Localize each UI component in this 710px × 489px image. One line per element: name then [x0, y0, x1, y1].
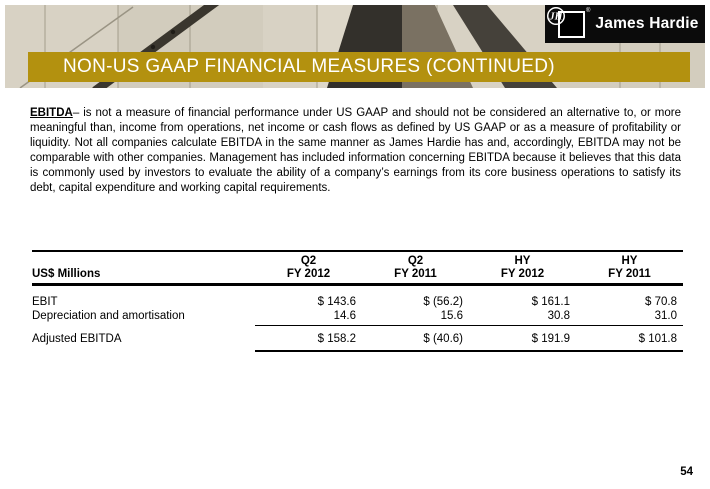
registered-trademark-icon: ®: [586, 8, 591, 14]
slide-title-bar: NON-US GAAP FINANCIAL MEASURES (CONTINUE…: [28, 52, 690, 82]
logo-box: JH ® James Hardie: [545, 5, 705, 43]
cell-value: $ 101.8: [638, 333, 677, 345]
page-title: NON-US GAAP FINANCIAL MEASURES (CONTINUE…: [63, 56, 555, 77]
banner-photo: JH ® James Hardie NON-US GAAP FINANCIAL …: [5, 5, 705, 88]
column-header-hy-fy2012: HY FY 2012: [500, 255, 545, 280]
cell-value: $ 158.2: [317, 333, 356, 345]
page-number: 54: [680, 466, 693, 478]
table-row-depreciation: Depreciation and amortisation 14.6 15.6 …: [32, 309, 683, 323]
cell-value: $ 161.1: [531, 296, 570, 308]
cell-value: 15.6: [440, 310, 463, 322]
table-row-adjusted-ebitda: Adjusted EBITDA $ 158.2 $ (40.6) $ 191.9…: [32, 326, 683, 350]
column-header-q2-fy2011: Q2 FY 2011: [394, 255, 437, 280]
jh-monogram-icon: JH: [547, 7, 585, 38]
column-header-q2-fy2012: Q2 FY 2012: [286, 255, 331, 280]
financial-table: US$ Millions Q2 FY 2012 Q2 FY 2011 HY FY…: [32, 250, 683, 352]
ebitda-definition-text: – is not a measure of financial performa…: [30, 107, 681, 194]
brand-name: James Hardie: [595, 15, 699, 32]
column-header-hy-fy2011: HY FY 2011: [608, 255, 651, 280]
row-label: Depreciation and amortisation: [32, 310, 185, 322]
cell-value: $ (40.6): [423, 333, 463, 345]
svg-text:JH: JH: [549, 12, 564, 23]
ebitda-definition-paragraph: EBITDA– is not a measure of financial pe…: [30, 106, 681, 196]
unit-label: US$ Millions: [32, 268, 101, 280]
cell-value: 14.6: [333, 310, 356, 322]
ebitda-term: EBITDA: [30, 107, 73, 119]
cell-value: $ 191.9: [531, 333, 570, 345]
cell-value: $ 70.8: [645, 296, 677, 308]
table-row-ebit: EBIT $ 143.6 $ (56.2) $ 161.1 $ 70.8: [32, 295, 683, 309]
subtotal-rule: [255, 325, 683, 326]
cell-value: $ (56.2): [423, 296, 463, 308]
cell-value: 31.0: [654, 310, 677, 322]
cell-value: 30.8: [547, 310, 570, 322]
row-label: EBIT: [32, 296, 58, 308]
cell-value: $ 143.6: [317, 296, 356, 308]
row-label: Adjusted EBITDA: [32, 333, 122, 345]
table-header-row: US$ Millions Q2 FY 2012 Q2 FY 2011 HY FY…: [32, 250, 683, 286]
total-rule: [255, 350, 683, 352]
